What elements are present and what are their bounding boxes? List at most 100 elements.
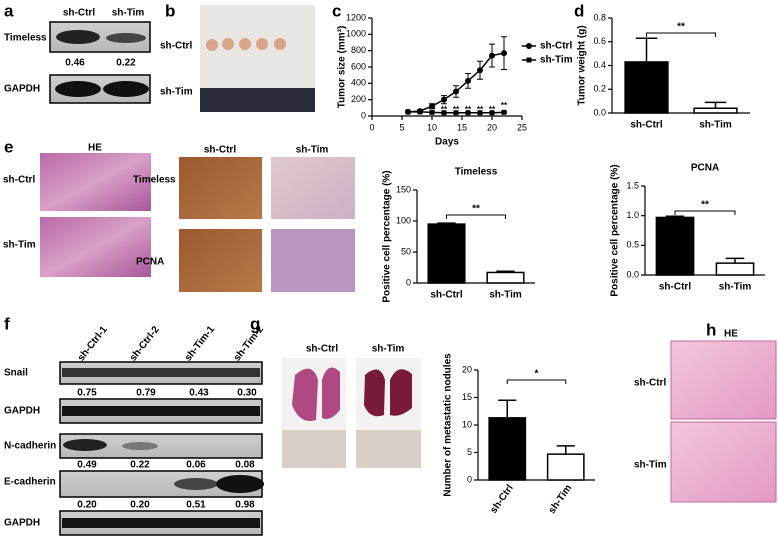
bar (624, 61, 669, 114)
lung (292, 367, 340, 421)
chart-title: PCNA (691, 163, 719, 174)
y-tick-label: 20 (462, 364, 472, 374)
band (56, 30, 100, 44)
band (62, 406, 260, 416)
y-tick-label: 1.0 (626, 210, 639, 220)
marker (417, 109, 423, 115)
panel-letter: f (4, 314, 10, 333)
marker (465, 110, 471, 116)
band (122, 442, 158, 450)
legend-marker (526, 43, 532, 49)
marker (465, 77, 471, 84)
y-tick-label: 15 (462, 392, 472, 402)
y-tick-label: 0.0 (593, 107, 606, 117)
legend-label: sh-Ctrl (540, 41, 572, 52)
bar (715, 262, 755, 276)
y-tick-label: 50 (401, 246, 411, 256)
significance-bracket (446, 214, 506, 219)
y-axis-label: Positive cell percentage (%) (610, 164, 621, 296)
bar (488, 417, 527, 481)
series-line (407, 52, 505, 113)
error-bar (704, 101, 727, 109)
y-tick-label: 800 (351, 45, 366, 55)
row-label: E-cadherin (4, 477, 56, 488)
error-bar (635, 37, 658, 62)
marker (405, 109, 411, 115)
y-tick-label: 5 (467, 447, 472, 457)
significance: * (535, 369, 539, 380)
x-tick-label: sh-Tim (699, 120, 732, 131)
panel-g-images: sh-Ctrl sh-Tim (282, 344, 421, 468)
marker (477, 67, 483, 74)
band (62, 368, 260, 377)
row-label: N-cadherin (4, 441, 56, 452)
bar (427, 223, 466, 284)
y-tick-label: 0.2 (593, 84, 606, 94)
band (63, 439, 107, 451)
row-label: Timeless (4, 33, 47, 44)
x-tick-label: 25 (517, 122, 527, 132)
row-label: sh-Ctrl (634, 378, 666, 389)
y-tick-label: 0 (406, 277, 411, 287)
tumors (206, 38, 286, 51)
legend-marker (526, 57, 532, 63)
legend-label: sh-Tim (540, 55, 573, 66)
column-label: sh-Tim (372, 344, 405, 355)
significance-bracket (506, 379, 567, 384)
significance: ** (489, 105, 496, 114)
histology (670, 340, 777, 420)
ihc-image (179, 157, 262, 219)
significance: ** (701, 200, 709, 211)
x-tick-label: 20 (487, 122, 497, 132)
bar (693, 107, 738, 114)
y-tick-label: 1200 (346, 12, 366, 22)
marker (429, 103, 435, 110)
x-tick-label: 10 (427, 122, 437, 132)
histology (670, 421, 777, 503)
marker (453, 88, 459, 95)
y-tick-label: 0.6 (593, 36, 606, 46)
y-tick-label: 200 (351, 94, 366, 104)
y-tick-label: 0.5 (626, 240, 639, 250)
quantification: 0.79 (136, 388, 156, 399)
error-bar (498, 399, 517, 418)
band (55, 81, 101, 97)
x-tick-label: sh-Tim (547, 483, 575, 516)
quantification: 0.75 (77, 388, 97, 399)
band (103, 81, 149, 97)
y-tick-label: 0.8 (593, 12, 606, 22)
y-axis-label: Positive cell percentage (%) (382, 170, 393, 302)
y-tick-label: 150 (396, 184, 411, 194)
column-label: sh-Ctrl (204, 145, 236, 156)
panel-letters: a b c d e f g h (4, 1, 716, 339)
row-label: sh-Ctrl (160, 41, 192, 52)
band (216, 475, 264, 493)
row-label: sh-Tim (3, 240, 36, 251)
x-tick-label: 5 (399, 122, 404, 132)
row-label: GAPDH (4, 518, 40, 529)
stain-label: HE (724, 329, 738, 340)
significance: ** (465, 105, 472, 114)
histology (40, 153, 151, 211)
significance-bracket (674, 210, 736, 215)
row-label: sh-Ctrl (3, 175, 35, 186)
row-label: sh-Tim (634, 460, 667, 471)
panel-a: sh-Ctrl sh-Tim Timeless 0.46 0.22 GAPDH (4, 8, 151, 104)
significance: ** (472, 204, 480, 215)
row-label: GAPDH (4, 406, 40, 417)
band (106, 33, 146, 43)
quantification: 0.98 (235, 500, 255, 511)
ihc-image (271, 157, 355, 219)
row-label: Timeless (133, 175, 176, 186)
marker (477, 110, 483, 116)
significance: ** (441, 105, 448, 114)
x-tick-label: sh-Ctrl (488, 483, 516, 516)
y-tick-label: 1.5 (626, 180, 639, 190)
y-tick-label: 400 (351, 78, 366, 88)
quantification: 0.22 (130, 460, 150, 471)
stain-label: HE (88, 143, 102, 154)
quantification: 0.43 (189, 388, 209, 399)
marker (489, 52, 495, 59)
y-axis-label: Tumor weight (g) (577, 25, 588, 105)
